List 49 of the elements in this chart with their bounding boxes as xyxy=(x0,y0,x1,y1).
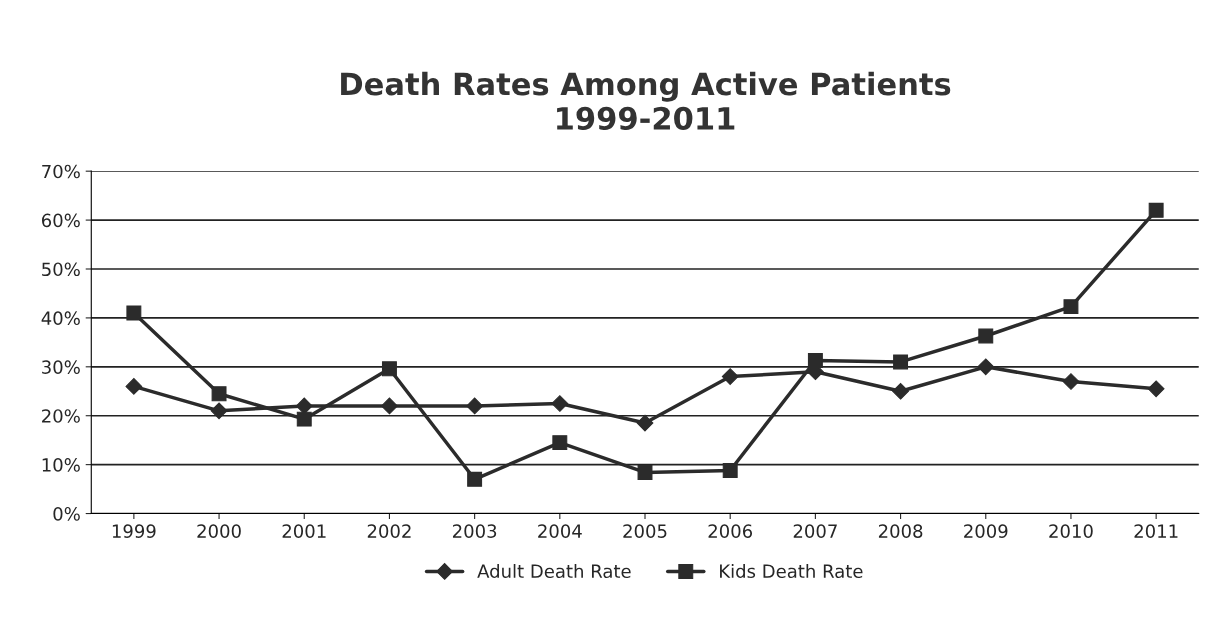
chart-title: Death Rates Among Active Patients 1999-2011 xyxy=(341,71,951,130)
point xyxy=(637,464,653,480)
y-tick-label: 70% xyxy=(42,164,80,179)
y-tick-label: 0% xyxy=(53,507,80,521)
y-tick-label: 20% xyxy=(42,409,80,423)
point xyxy=(892,382,909,400)
x-tick-label: 2006 xyxy=(708,524,753,538)
point xyxy=(722,463,738,478)
y-tick-label: 60% xyxy=(41,213,80,228)
point xyxy=(1148,202,1164,218)
point xyxy=(636,414,654,432)
point xyxy=(807,352,823,368)
point xyxy=(211,386,227,402)
y-tick-label: 50% xyxy=(42,262,80,277)
point xyxy=(381,361,397,377)
legend-label: Adult Death Rate xyxy=(477,564,631,578)
x-tick-label: 2002 xyxy=(367,524,411,538)
point xyxy=(893,354,909,370)
point xyxy=(210,402,228,420)
x-tick-label: 2001 xyxy=(282,524,326,538)
legend-label: Kids Death Rate xyxy=(720,564,863,578)
point xyxy=(296,411,312,427)
x-tick-label: 2011 xyxy=(1134,524,1178,538)
point xyxy=(466,397,484,415)
point xyxy=(1062,373,1080,390)
point xyxy=(126,305,142,321)
point xyxy=(467,471,483,487)
point xyxy=(721,368,739,385)
x-tick-label: 2005 xyxy=(623,524,667,538)
point xyxy=(381,397,398,415)
y-tick-label: 40% xyxy=(41,311,80,326)
x-tick-label: 2008 xyxy=(878,524,923,538)
point xyxy=(295,397,313,415)
point xyxy=(978,328,994,344)
point xyxy=(551,395,569,412)
point xyxy=(1147,380,1165,398)
point xyxy=(1063,299,1079,315)
y-tick-label: 10% xyxy=(42,458,80,472)
x-tick-label: 2007 xyxy=(793,524,837,538)
x-tick-label: 2003 xyxy=(452,524,497,538)
x-tick-label: 2004 xyxy=(538,524,582,538)
point xyxy=(552,435,568,451)
point xyxy=(977,358,995,376)
point xyxy=(125,378,143,395)
x-tick-label: 2009 xyxy=(964,524,1008,538)
x-tick-label: 1999 xyxy=(112,524,156,538)
x-tick-label: 2010 xyxy=(1049,524,1093,538)
y-tick-label: 30% xyxy=(42,360,80,374)
x-tick-label: 2000 xyxy=(197,524,241,538)
